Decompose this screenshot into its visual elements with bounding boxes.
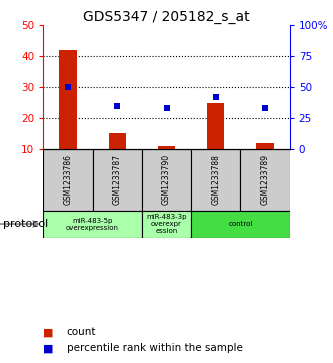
Text: ■: ■ <box>43 343 54 354</box>
Text: ■: ■ <box>43 327 54 337</box>
Bar <box>142 211 191 237</box>
Text: GSM1233787: GSM1233787 <box>113 154 122 205</box>
Bar <box>158 146 175 149</box>
Text: miR-483-5p
overexpression: miR-483-5p overexpression <box>66 217 119 231</box>
Bar <box>191 211 290 237</box>
Bar <box>191 149 240 211</box>
Bar <box>240 149 290 211</box>
Point <box>262 105 268 111</box>
Bar <box>142 149 191 211</box>
Text: GSM1233786: GSM1233786 <box>63 154 73 205</box>
Text: percentile rank within the sample: percentile rank within the sample <box>67 343 242 354</box>
Text: GSM1233790: GSM1233790 <box>162 154 171 205</box>
Bar <box>59 50 77 149</box>
Text: control: control <box>228 221 253 227</box>
Bar <box>43 211 142 237</box>
Point <box>65 84 71 90</box>
Bar <box>109 133 126 149</box>
Point <box>164 105 169 111</box>
Text: GSM1233788: GSM1233788 <box>211 154 220 205</box>
Bar <box>207 102 224 149</box>
Title: GDS5347 / 205182_s_at: GDS5347 / 205182_s_at <box>83 11 250 24</box>
Text: GSM1233789: GSM1233789 <box>260 154 270 205</box>
Text: protocol: protocol <box>3 219 49 229</box>
Bar <box>93 149 142 211</box>
Point <box>213 94 218 100</box>
Text: count: count <box>67 327 96 337</box>
Bar <box>256 143 274 149</box>
Bar <box>43 149 93 211</box>
Text: miR-483-3p
overexpr
ession: miR-483-3p overexpr ession <box>146 214 187 234</box>
Point <box>115 103 120 109</box>
